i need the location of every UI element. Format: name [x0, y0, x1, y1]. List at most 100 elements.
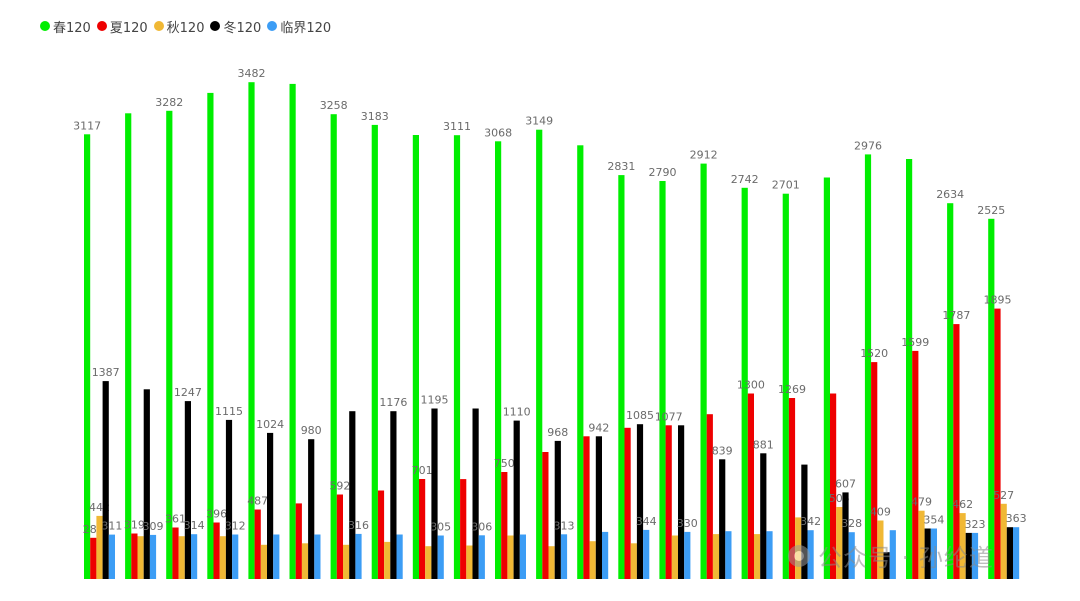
- bar-0-6[interactable]: [330, 114, 337, 579]
- bar-3-21[interactable]: [965, 532, 972, 579]
- bar-0-22[interactable]: [988, 218, 995, 580]
- bar-4-4[interactable]: [273, 534, 280, 580]
- bar-3-11[interactable]: [554, 440, 561, 579]
- bar-3-8[interactable]: [431, 408, 438, 580]
- bar-1-13[interactable]: [624, 427, 631, 579]
- bar-2-12[interactable]: [589, 541, 596, 579]
- bar-2-13[interactable]: [630, 543, 637, 579]
- bar-2-9[interactable]: [466, 545, 473, 580]
- bar-3-22[interactable]: [1006, 527, 1013, 579]
- bar-0-2[interactable]: [166, 110, 173, 580]
- bar-4-8[interactable]: [437, 535, 444, 580]
- bar-0-5[interactable]: [289, 83, 296, 580]
- bar-0-10[interactable]: [495, 141, 502, 580]
- legend-item-3[interactable]: 冬120: [210, 17, 261, 36]
- bar-3-19[interactable]: [883, 552, 890, 579]
- bar-3-12[interactable]: [595, 436, 602, 579]
- bar-0-7[interactable]: [371, 124, 378, 580]
- bar-1-14[interactable]: [665, 425, 672, 579]
- bar-4-13[interactable]: [643, 529, 650, 579]
- bar-3-9[interactable]: [472, 408, 479, 580]
- legend-item-1[interactable]: 夏120: [96, 17, 148, 36]
- bar-1-6[interactable]: [336, 494, 343, 580]
- bar-0-12[interactable]: [577, 145, 584, 580]
- bar-2-22[interactable]: [1000, 503, 1007, 579]
- bar-0-17[interactable]: [782, 193, 789, 579]
- legend-item-0[interactable]: 春120: [40, 17, 91, 36]
- bar-1-2[interactable]: [172, 527, 179, 580]
- bar-1-15[interactable]: [706, 414, 713, 579]
- bar-4-11[interactable]: [560, 534, 568, 579]
- bar-3-14[interactable]: [678, 425, 685, 579]
- bar-0-18[interactable]: [823, 177, 830, 580]
- bar-0-4[interactable]: [248, 82, 255, 579]
- bar-2-7[interactable]: [384, 541, 391, 579]
- bar-4-10[interactable]: [519, 534, 526, 580]
- bar-4-15[interactable]: [725, 531, 732, 579]
- bar-1-16[interactable]: [747, 393, 754, 580]
- bar-4-14[interactable]: [684, 531, 691, 579]
- bar-1-7[interactable]: [377, 490, 385, 580]
- bar-4-22[interactable]: [1013, 527, 1020, 579]
- bar-1-4[interactable]: [254, 509, 261, 580]
- bar-4-0[interactable]: [108, 534, 115, 579]
- bar-0-1[interactable]: [125, 113, 132, 580]
- bar-3-20[interactable]: [924, 528, 931, 580]
- bar-1-21[interactable]: [953, 324, 960, 579]
- bar-0-11[interactable]: [536, 129, 543, 579]
- bar-0-14[interactable]: [659, 181, 666, 579]
- bar-3-16[interactable]: [760, 453, 767, 579]
- bar-2-21[interactable]: [959, 513, 966, 579]
- bar-3-2[interactable]: [184, 401, 191, 579]
- bar-2-0[interactable]: [96, 515, 103, 579]
- bar-3-7[interactable]: [390, 411, 397, 579]
- bar-4-3[interactable]: [232, 534, 239, 580]
- bar-1-1[interactable]: [131, 533, 138, 580]
- bar-0-19[interactable]: [864, 154, 872, 579]
- bar-1-12[interactable]: [583, 436, 590, 579]
- bar-2-11[interactable]: [548, 546, 555, 579]
- bar-1-5[interactable]: [295, 503, 302, 579]
- bar-1-11[interactable]: [542, 452, 549, 579]
- bar-0-20[interactable]: [906, 159, 913, 579]
- bar-1-8[interactable]: [419, 479, 426, 579]
- bar-0-8[interactable]: [412, 135, 419, 579]
- bar-0-13[interactable]: [618, 175, 625, 579]
- bar-2-16[interactable]: [754, 534, 761, 579]
- bar-1-18[interactable]: [830, 393, 837, 580]
- bar-0-15[interactable]: [700, 163, 707, 579]
- bar-1-17[interactable]: [788, 398, 796, 579]
- bar-3-0[interactable]: [102, 381, 109, 579]
- bar-4-20[interactable]: [930, 528, 937, 580]
- bar-4-17[interactable]: [807, 530, 814, 579]
- bar-1-9[interactable]: [460, 479, 467, 579]
- bar-3-6[interactable]: [349, 411, 356, 579]
- bar-3-13[interactable]: [636, 424, 644, 579]
- bar-0-21[interactable]: [947, 203, 954, 579]
- bar-4-12[interactable]: [602, 531, 609, 579]
- bar-4-16[interactable]: [766, 531, 773, 579]
- bar-1-3[interactable]: [213, 522, 220, 580]
- bar-0-9[interactable]: [453, 135, 461, 579]
- bar-4-9[interactable]: [478, 535, 485, 579]
- legend-item-2[interactable]: 秋120: [153, 17, 204, 36]
- bar-4-1[interactable]: [149, 534, 157, 579]
- bar-2-2[interactable]: [178, 536, 185, 579]
- bar-2-14[interactable]: [671, 535, 678, 580]
- bar-0-16[interactable]: [741, 187, 748, 580]
- bar-2-6[interactable]: [343, 544, 350, 579]
- bar-1-19[interactable]: [871, 362, 878, 579]
- bar-4-19[interactable]: [889, 530, 896, 579]
- bar-2-10[interactable]: [507, 535, 514, 580]
- bar-3-18[interactable]: [842, 492, 849, 579]
- bar-4-5[interactable]: [314, 534, 321, 580]
- bar-3-4[interactable]: [267, 432, 274, 579]
- bar-3-5[interactable]: [308, 439, 315, 579]
- bar-2-15[interactable]: [712, 534, 720, 579]
- bar-1-22[interactable]: [994, 308, 1001, 579]
- bar-3-17[interactable]: [801, 464, 808, 579]
- bar-4-6[interactable]: [355, 533, 362, 579]
- bar-1-20[interactable]: [912, 350, 919, 579]
- bar-2-8[interactable]: [425, 546, 432, 579]
- bar-2-18[interactable]: [836, 507, 843, 579]
